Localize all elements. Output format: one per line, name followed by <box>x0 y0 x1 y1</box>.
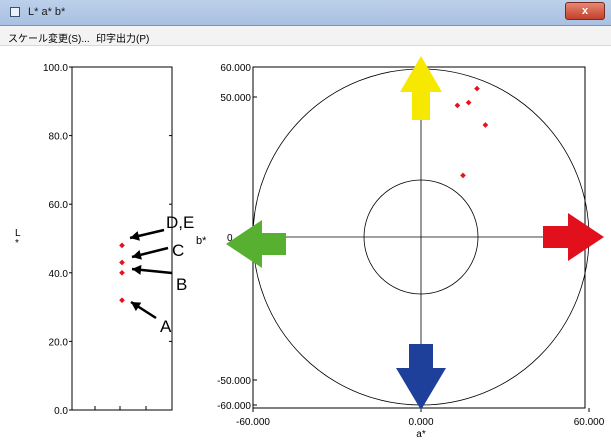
annotation-arrowhead <box>132 264 142 275</box>
lightness-frame <box>71 66 173 411</box>
annotation-label: B <box>176 275 187 294</box>
l-tick-label: 0.0 <box>54 406 68 417</box>
ab-data-point <box>460 172 466 179</box>
l-tick-label: 100.0 <box>43 63 68 74</box>
ab-y-axis-label: b* <box>196 235 207 247</box>
left-arrow-icon <box>226 220 286 268</box>
l-data-point <box>119 242 125 249</box>
l-axis-label-star: * <box>15 238 19 249</box>
l-tick-label: 60.0 <box>49 200 69 211</box>
ab-x-tick-label: -60.000 <box>236 417 270 428</box>
ab-x-axis-label: a* <box>416 429 426 440</box>
ab-panel: -60.000 0.000 60.000 a* 60.000 50.000 -50.000 -… <box>196 56 605 440</box>
annotation-arrowhead <box>132 249 142 260</box>
l-data-point <box>119 259 125 266</box>
ab-y-tick-label: 60.000 <box>220 63 251 74</box>
window-title: L* a* b* <box>28 6 66 18</box>
ab-data-point <box>482 122 489 128</box>
ab-x-tick-label: 0.000 <box>408 417 433 428</box>
app-icon <box>10 7 20 17</box>
right-arrow-icon <box>543 213 604 261</box>
down-arrow-icon <box>396 344 446 410</box>
annotation-arrowhead <box>131 302 142 312</box>
l-tick-label: 20.0 <box>49 337 69 348</box>
ab-zero-label: 0 <box>227 233 233 244</box>
title-bar: L* a* b* x <box>0 0 611 26</box>
ab-data-point <box>465 99 472 106</box>
annotation-arrowhead <box>130 231 140 241</box>
l-axis-label-l: L <box>15 228 21 239</box>
menu-item-scale-change[interactable]: スケール変更(S)... <box>8 34 90 45</box>
ab-data-point <box>474 85 480 92</box>
l-tick-label: 40.0 <box>49 269 69 280</box>
annotation-label: A <box>160 317 172 336</box>
menu-item-print[interactable]: 印字出力(P) <box>96 34 150 45</box>
ab-y-tick-label: -50.000 <box>217 376 251 387</box>
l-data-point <box>119 297 125 304</box>
lightness-panel: 100.0 80.0 60.0 40.0 20.0 0.0 L * A BC D,E <box>15 63 194 417</box>
ab-y-tick-label: -60.000 <box>217 401 251 412</box>
annotation-label: C <box>172 241 184 260</box>
l-data-point <box>119 269 125 276</box>
ab-x-tick-label: 60.000 <box>574 417 605 428</box>
ab-y-tick-label: 50.000 <box>220 93 251 104</box>
annotation-label: D,E <box>166 213 194 232</box>
ab-data-point <box>454 102 461 109</box>
close-button[interactable]: x <box>565 2 605 20</box>
l-tick-label: 80.0 <box>49 132 69 143</box>
menu-bar: スケール変更(S)... 印字出力(P) <box>0 26 611 46</box>
up-arrow-icon <box>400 56 442 120</box>
